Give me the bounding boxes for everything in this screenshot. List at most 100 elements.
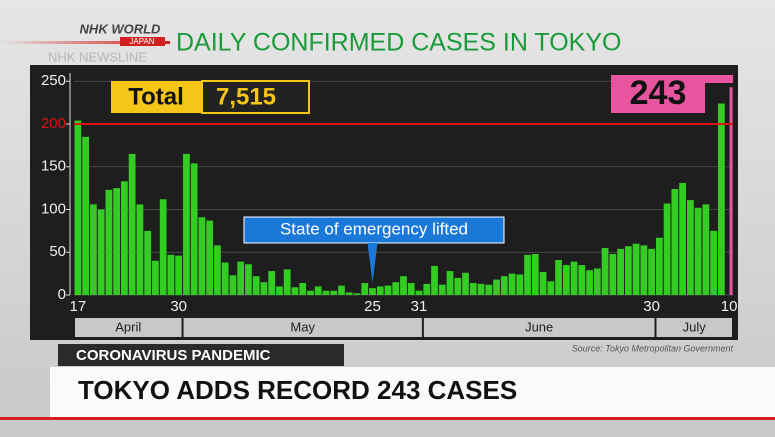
bar	[136, 204, 144, 295]
bar	[462, 272, 469, 295]
month-band	[75, 318, 182, 337]
logo-sub: JAPAN	[129, 37, 154, 46]
bar	[268, 271, 276, 295]
bar	[74, 120, 82, 295]
annotation-pointer	[367, 243, 378, 283]
bar	[686, 200, 694, 295]
bar	[524, 254, 531, 295]
bar	[438, 284, 446, 295]
headline-box	[50, 367, 775, 417]
source: Source: Tokyo Metropolitan Government	[572, 343, 734, 353]
bar	[547, 281, 555, 295]
x-tick-label: 17	[70, 298, 87, 315]
chart-title: DAILY CONFIRMED CASES IN TOKYO	[176, 29, 621, 57]
bar	[221, 262, 229, 295]
bar	[113, 188, 121, 295]
logo-bar	[120, 37, 165, 46]
bar	[508, 273, 516, 295]
bar	[121, 181, 128, 295]
annotation: State of emergency lifted	[280, 219, 468, 238]
bar	[229, 275, 237, 295]
bar	[353, 293, 361, 295]
y-tick-label: 150	[41, 158, 66, 175]
bar	[97, 209, 105, 295]
bar	[555, 259, 562, 295]
total-value: 7,515	[216, 83, 276, 110]
x-tick-label: 31	[411, 298, 428, 315]
bar	[330, 290, 338, 295]
bar	[717, 103, 725, 296]
bar	[702, 204, 710, 295]
bar	[671, 188, 679, 295]
bar	[609, 253, 617, 295]
bar	[105, 189, 113, 295]
total-box	[201, 80, 310, 114]
bar	[198, 217, 206, 295]
bar	[516, 274, 524, 295]
bar	[214, 245, 221, 295]
y-tick-label: 250	[41, 72, 66, 89]
bar	[617, 248, 624, 295]
bar	[345, 292, 353, 295]
bar	[454, 277, 462, 295]
bar	[175, 255, 183, 295]
bar	[729, 87, 733, 296]
x-tick-label: 30	[643, 298, 660, 315]
logo: NHK WORLD	[80, 21, 161, 36]
bar	[624, 246, 632, 295]
bar	[539, 271, 547, 295]
bar	[407, 283, 415, 295]
bar	[376, 286, 384, 295]
bar	[128, 153, 136, 295]
bar	[90, 204, 97, 295]
accent-line	[0, 41, 170, 44]
bar	[260, 282, 268, 295]
bar	[694, 207, 702, 295]
bar	[655, 237, 663, 295]
bar	[562, 265, 570, 295]
bar	[648, 248, 655, 295]
bar	[190, 163, 198, 295]
bar	[369, 288, 376, 295]
month-band	[656, 318, 732, 337]
month-label: April	[115, 319, 141, 334]
month-label: June	[525, 319, 553, 334]
value-label-connector	[700, 75, 734, 83]
bar	[314, 286, 322, 295]
bar	[431, 265, 438, 295]
y-tick-label: 50	[49, 243, 66, 260]
bar	[423, 283, 431, 295]
bar	[361, 283, 369, 295]
bar	[663, 203, 671, 295]
bar	[384, 285, 392, 295]
bar	[415, 290, 423, 295]
month-band	[183, 318, 422, 337]
bar	[206, 220, 214, 295]
bar	[245, 264, 252, 295]
bar	[710, 230, 717, 295]
program: NHK NEWSLINE	[48, 49, 147, 64]
bar	[299, 283, 307, 295]
bar	[276, 286, 283, 295]
y-tick-label: 0	[58, 286, 66, 303]
y-tick-label: 200	[41, 115, 66, 132]
bar	[291, 287, 299, 295]
value-label: 243	[630, 74, 687, 112]
bar	[570, 261, 578, 295]
bar	[593, 268, 601, 295]
bar	[586, 270, 593, 295]
bar	[531, 253, 539, 295]
bar	[469, 283, 477, 295]
bar	[500, 276, 508, 295]
x-tick-label: 10	[721, 298, 738, 315]
bar	[493, 279, 500, 295]
bar	[283, 269, 291, 295]
bar	[152, 260, 159, 295]
bar	[307, 290, 314, 295]
value-label-box	[611, 75, 705, 113]
bar	[400, 276, 407, 295]
tag-box	[58, 344, 344, 366]
month-label: May	[290, 319, 315, 334]
bar	[640, 245, 648, 295]
month-band	[423, 318, 655, 337]
